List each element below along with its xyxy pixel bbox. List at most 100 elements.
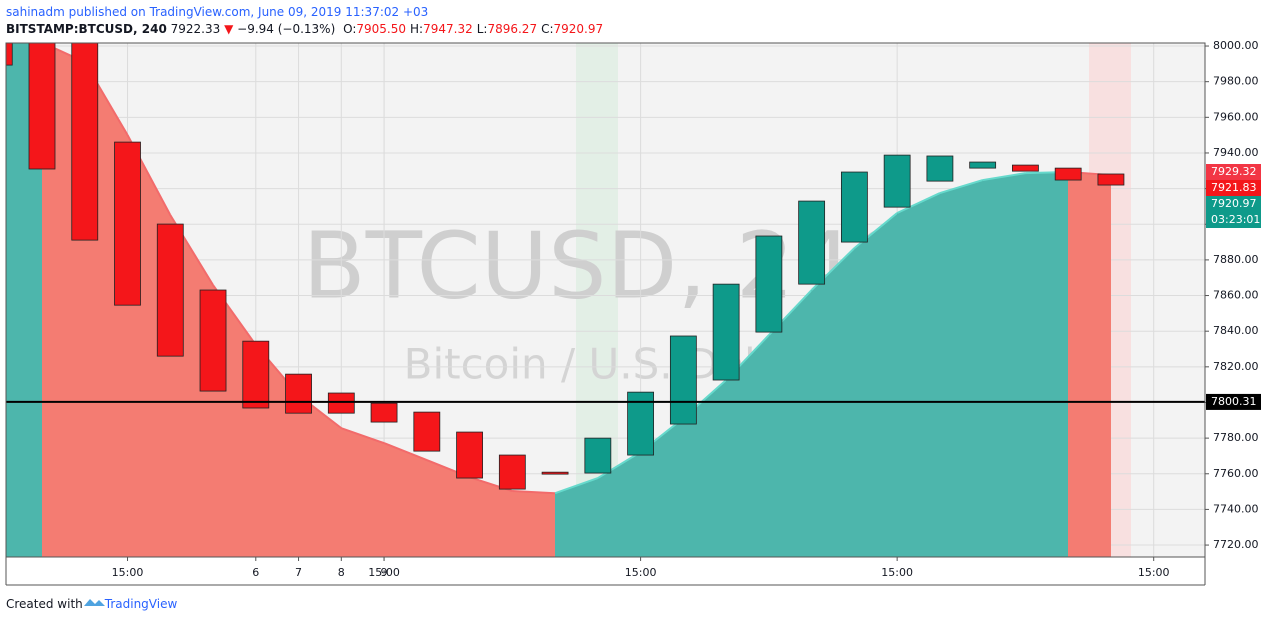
ohlc-value: 7896.27	[487, 22, 537, 36]
countdown-bg	[1206, 211, 1261, 228]
ohlc-label: L:	[477, 22, 488, 36]
ohlc-label: C:	[541, 22, 553, 36]
price-label: 7920.97	[1211, 197, 1257, 210]
area-segment	[1068, 172, 1111, 557]
y-tick-label: 7820.00	[1213, 360, 1259, 373]
price-label-bg	[1206, 163, 1261, 180]
candle-body	[413, 411, 441, 452]
x-tick-label: 9	[381, 566, 388, 579]
price-label: 7921.83	[1211, 181, 1257, 194]
x-tick-label: 7	[295, 566, 302, 579]
y-tick-label: 7840.00	[1213, 324, 1259, 337]
candle-body	[6, 43, 13, 66]
candle-body	[755, 235, 783, 333]
x-tick-label: 15:00	[1138, 566, 1170, 579]
y-tick-label: 7860.00	[1213, 289, 1259, 302]
y-tick-label: 7760.00	[1213, 467, 1259, 480]
candle-body	[156, 223, 184, 357]
area-segment	[982, 173, 1026, 557]
y-tick-label: 7960.00	[1213, 110, 1259, 123]
x-tick-label: 8	[338, 566, 345, 579]
area-segment	[298, 395, 342, 557]
candle-body	[969, 161, 997, 169]
area-line	[896, 192, 941, 214]
area-segment	[555, 478, 598, 557]
area-segment	[512, 491, 556, 557]
candle-body	[199, 289, 227, 392]
x-tick-label: 15:00	[368, 566, 400, 579]
area-segment	[6, 43, 43, 557]
area-line	[597, 451, 642, 479]
candle-body	[242, 340, 270, 409]
candle-body	[71, 43, 99, 241]
area-line	[982, 172, 1026, 182]
footer-brand[interactable]: TradingView	[104, 597, 178, 611]
arrow: ▼	[224, 22, 234, 36]
y-tick-label: 7940.00	[1213, 146, 1259, 159]
last-price: 7922.33	[171, 22, 221, 36]
ohlc-value: 7947.32	[423, 22, 473, 36]
symbol-line: BITSTAMP:BTCUSD, 240 7922.33 ▼ −9.94 (−0…	[6, 22, 603, 36]
symbol: BITSTAMP:BTCUSD, 240	[6, 22, 167, 36]
area-segment	[768, 290, 812, 557]
x-tick-label: 15:00	[112, 566, 144, 579]
area-segment	[426, 460, 470, 557]
ohlc-value: 7905.50	[356, 22, 406, 36]
plot	[6, 43, 1205, 557]
price-label-bg	[1206, 179, 1261, 196]
logo	[84, 599, 105, 606]
y-tick-label: 7740.00	[1213, 502, 1259, 515]
candle-body	[1097, 173, 1125, 186]
candle-body	[370, 402, 398, 423]
area-segment	[597, 452, 641, 557]
area-line	[383, 442, 428, 461]
candle-body	[1012, 164, 1039, 172]
footer-text: Created with	[6, 597, 83, 611]
y-tick-label: 7980.00	[1213, 75, 1259, 88]
y-tick-label: 8000.00	[1213, 39, 1259, 52]
change: −9.94 (−0.13%)	[237, 22, 335, 36]
candle-body	[327, 392, 355, 414]
candle-body	[1054, 167, 1082, 181]
area-segment	[1025, 172, 1069, 557]
area-segment	[897, 193, 940, 557]
ohlc-label: H:	[410, 22, 423, 36]
axes: 7720.007740.007760.007780.007800.007820.…	[112, 39, 1261, 579]
candle-body	[840, 171, 868, 243]
price-label-bg	[1206, 195, 1261, 212]
footer: Created with TradingView	[6, 597, 177, 611]
area-line	[512, 490, 556, 495]
y-tick-label: 7880.00	[1213, 253, 1259, 266]
candle-body	[584, 437, 612, 474]
area-line	[939, 179, 983, 195]
byline-text: sahinadm published on TradingView.com, J…	[6, 5, 428, 19]
candle-body	[926, 155, 954, 182]
byline: sahinadm published on TradingView.com, J…	[6, 5, 428, 19]
candle-body	[669, 335, 697, 425]
area-line	[554, 477, 599, 495]
y-tick-label: 7720.00	[1213, 538, 1259, 551]
price-label: 7800.31	[1211, 395, 1257, 408]
candle-body	[456, 431, 483, 479]
y-tick-label: 7780.00	[1213, 431, 1259, 444]
x-tick-label: 15:00	[881, 566, 913, 579]
candle-body	[883, 154, 911, 208]
candle-body	[114, 141, 141, 306]
price-label: 7929.32	[1211, 165, 1257, 178]
candle-body	[712, 283, 740, 381]
area-segment	[469, 477, 513, 557]
ohlc-value: 7920.97	[554, 22, 604, 36]
area-segment	[726, 335, 769, 557]
candle-body	[285, 373, 312, 414]
candle-body	[498, 454, 526, 490]
price-label-bg	[1206, 393, 1261, 410]
x-tick-label: 6	[252, 566, 259, 579]
area-segment	[341, 428, 385, 557]
candle-body	[798, 200, 826, 285]
candle-body	[541, 471, 569, 475]
ohlc-label: O:	[343, 22, 356, 36]
area-segment	[939, 180, 983, 557]
area-segment	[384, 443, 427, 557]
candle-body	[28, 43, 56, 170]
